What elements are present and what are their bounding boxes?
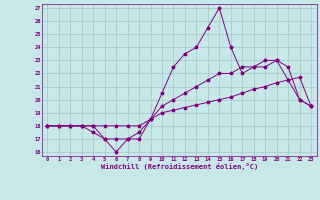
X-axis label: Windchill (Refroidissement éolien,°C): Windchill (Refroidissement éolien,°C)	[100, 163, 258, 170]
